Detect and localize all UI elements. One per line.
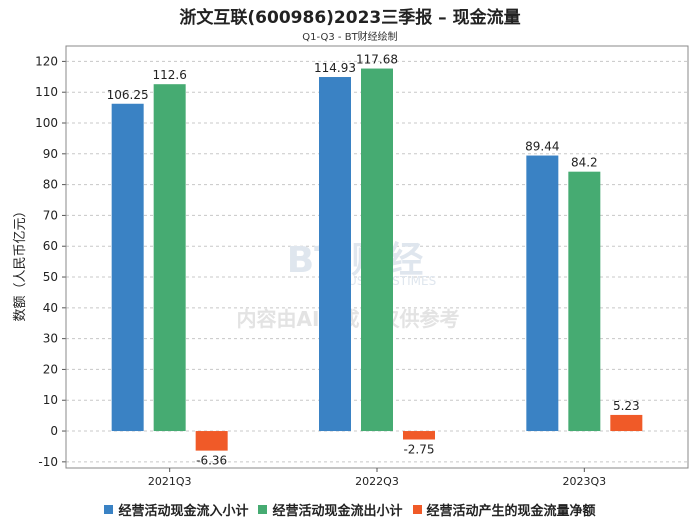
y-tick-label: 40 — [43, 301, 58, 315]
data-label: 84.2 — [571, 156, 598, 170]
chart-subtitle: Q1-Q3 - BT财经绘制 — [302, 32, 398, 43]
y-tick-label: 100 — [35, 116, 58, 130]
data-label: 114.93 — [314, 61, 356, 75]
data-label: -2.75 — [403, 443, 434, 457]
legend-label: 经营活动现金流出小计 — [272, 504, 403, 519]
x-tick-label: 2023Q3 — [563, 475, 607, 488]
bar-series-2 — [195, 431, 228, 451]
x-tick-label: 2021Q3 — [148, 475, 192, 488]
y-tick-label: 80 — [43, 178, 58, 192]
bar-series-0 — [319, 77, 351, 432]
bar-series-2 — [403, 431, 435, 440]
legend-item: 经营活动产生的现金流量净额 — [412, 500, 596, 519]
y-tick-label: 30 — [43, 332, 58, 346]
bar-series-0 — [526, 155, 559, 432]
data-label: 117.68 — [356, 53, 398, 67]
watermark-brand: BT 财经 — [287, 240, 424, 281]
y-tick-label: 50 — [43, 270, 58, 284]
y-tick-label: 120 — [35, 54, 58, 68]
data-label: 106.25 — [107, 88, 149, 102]
bar-series-2 — [610, 414, 643, 432]
y-tick-label: 70 — [43, 208, 58, 222]
legend-swatch — [412, 505, 422, 514]
y-tick-label: -10 — [38, 455, 58, 469]
y-tick-label: 0 — [50, 424, 58, 438]
y-tick-label: 10 — [43, 393, 58, 407]
axes-layer: -10 0 10 20 30 40 50 60 70 80 90 100 110 120 2021Q3 202… — [35, 45, 689, 488]
chart-plot: BT 财经 BUSINESSTIMES 内容由AI生成，仅供参考 106.251… — [13, 45, 689, 488]
x-tick-label: 2022Q3 — [355, 475, 399, 488]
bar-series-1 — [153, 84, 186, 432]
legend-swatch — [104, 505, 114, 514]
bar-series-1 — [568, 171, 601, 432]
legend-swatch — [258, 505, 268, 514]
data-label: 89.44 — [525, 140, 559, 154]
chart-title: 浙文互联(600986)2023三季报 – 现金流量 — [179, 8, 521, 28]
data-label: 112.6 — [152, 68, 186, 82]
y-tick-label: 110 — [35, 85, 58, 99]
y-axis-label: 数额（人民币亿元） — [13, 204, 28, 321]
bar-series-0 — [111, 103, 144, 432]
chart-legend: 经营活动现金流入小计 经营活动现金流出小计 经营活动产生的现金流量净额 — [0, 500, 700, 519]
legend-label: 经营活动现金流入小计 — [118, 504, 249, 519]
legend-label: 经营活动产生的现金流量净额 — [426, 504, 596, 519]
y-tick-label: 20 — [43, 362, 58, 376]
bar-series-1 — [361, 68, 393, 432]
legend-item: 经营活动现金流入小计 — [104, 500, 248, 519]
data-label: -6.36 — [196, 454, 227, 468]
legend-item: 经营活动现金流出小计 — [258, 500, 403, 519]
y-tick-label: 60 — [43, 239, 58, 253]
data-label: 5.23 — [613, 399, 640, 413]
y-tick-label: 90 — [43, 147, 58, 161]
